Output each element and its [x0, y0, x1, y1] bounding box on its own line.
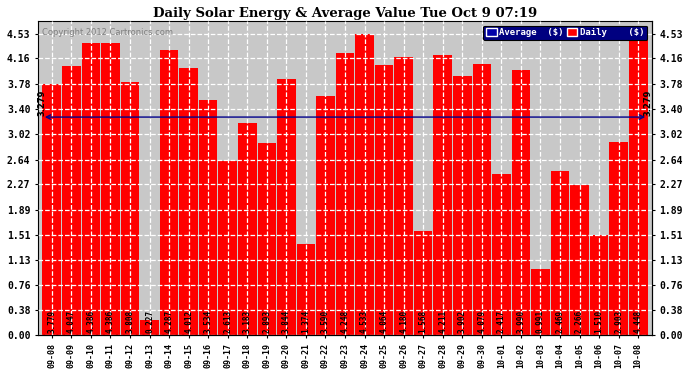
Bar	[355, 34, 374, 335]
Text: 0.227: 0.227	[145, 310, 154, 333]
Bar	[336, 53, 354, 335]
Text: 2.613: 2.613	[223, 310, 233, 333]
Text: 1.510: 1.510	[595, 310, 604, 333]
Bar	[590, 235, 609, 335]
Text: 1.374: 1.374	[302, 310, 310, 333]
Text: 4.180: 4.180	[399, 310, 408, 333]
Text: 3.279: 3.279	[644, 89, 653, 116]
Bar	[531, 269, 550, 335]
Bar	[629, 39, 647, 335]
Text: 4.047: 4.047	[67, 310, 76, 333]
Bar	[551, 171, 569, 335]
Bar	[179, 68, 198, 335]
Text: 2.893: 2.893	[262, 310, 271, 333]
Legend: Average  ($), Daily    ($): Average ($), Daily ($)	[483, 26, 647, 40]
Text: 4.248: 4.248	[340, 310, 350, 333]
Text: 3.902: 3.902	[457, 310, 467, 333]
Text: 3.990: 3.990	[516, 310, 526, 333]
Bar	[277, 80, 295, 335]
Bar	[395, 57, 413, 335]
Bar	[81, 44, 100, 335]
Text: 4.211: 4.211	[438, 310, 447, 333]
Text: 4.386: 4.386	[106, 310, 115, 333]
Bar	[62, 66, 81, 335]
Bar	[571, 184, 589, 335]
Bar	[492, 174, 511, 335]
Bar	[43, 84, 61, 335]
Text: 4.012: 4.012	[184, 310, 193, 333]
Text: 2.417: 2.417	[497, 310, 506, 333]
Bar	[609, 142, 628, 335]
Bar	[238, 123, 257, 335]
Text: 3.808: 3.808	[126, 310, 135, 333]
Text: 2.469: 2.469	[555, 310, 564, 333]
Bar	[414, 231, 433, 335]
Text: 3.534: 3.534	[204, 310, 213, 333]
Bar	[121, 82, 139, 335]
Bar	[316, 96, 335, 335]
Text: Copyright 2012 Cartronics.com: Copyright 2012 Cartronics.com	[42, 28, 173, 37]
Bar	[160, 50, 178, 335]
Bar	[199, 100, 217, 335]
Text: 4.533: 4.533	[360, 310, 369, 333]
Text: 2.266: 2.266	[575, 310, 584, 333]
Text: 4.287: 4.287	[164, 310, 174, 333]
Text: 3.590: 3.590	[321, 310, 330, 333]
Text: 4.386: 4.386	[86, 310, 95, 333]
Bar	[297, 244, 315, 335]
Text: 4.064: 4.064	[380, 310, 388, 333]
Text: 4.448: 4.448	[633, 310, 642, 333]
Bar	[375, 65, 393, 335]
Bar	[453, 76, 471, 335]
Bar	[257, 143, 276, 335]
Bar	[219, 161, 237, 335]
Bar	[512, 70, 530, 335]
Bar	[433, 55, 452, 335]
Text: 1.568: 1.568	[419, 310, 428, 333]
Title: Daily Solar Energy & Average Value Tue Oct 9 07:19: Daily Solar Energy & Average Value Tue O…	[153, 7, 537, 20]
Bar	[140, 320, 159, 335]
Text: 3.844: 3.844	[282, 310, 291, 333]
Text: 2.903: 2.903	[614, 310, 623, 333]
Text: 0.991: 0.991	[536, 310, 545, 333]
Text: 3.779: 3.779	[48, 310, 57, 333]
Text: 4.079: 4.079	[477, 310, 486, 333]
Bar	[473, 64, 491, 335]
Text: 3.279: 3.279	[37, 89, 46, 116]
Bar	[101, 44, 119, 335]
Text: 3.183: 3.183	[243, 310, 252, 333]
